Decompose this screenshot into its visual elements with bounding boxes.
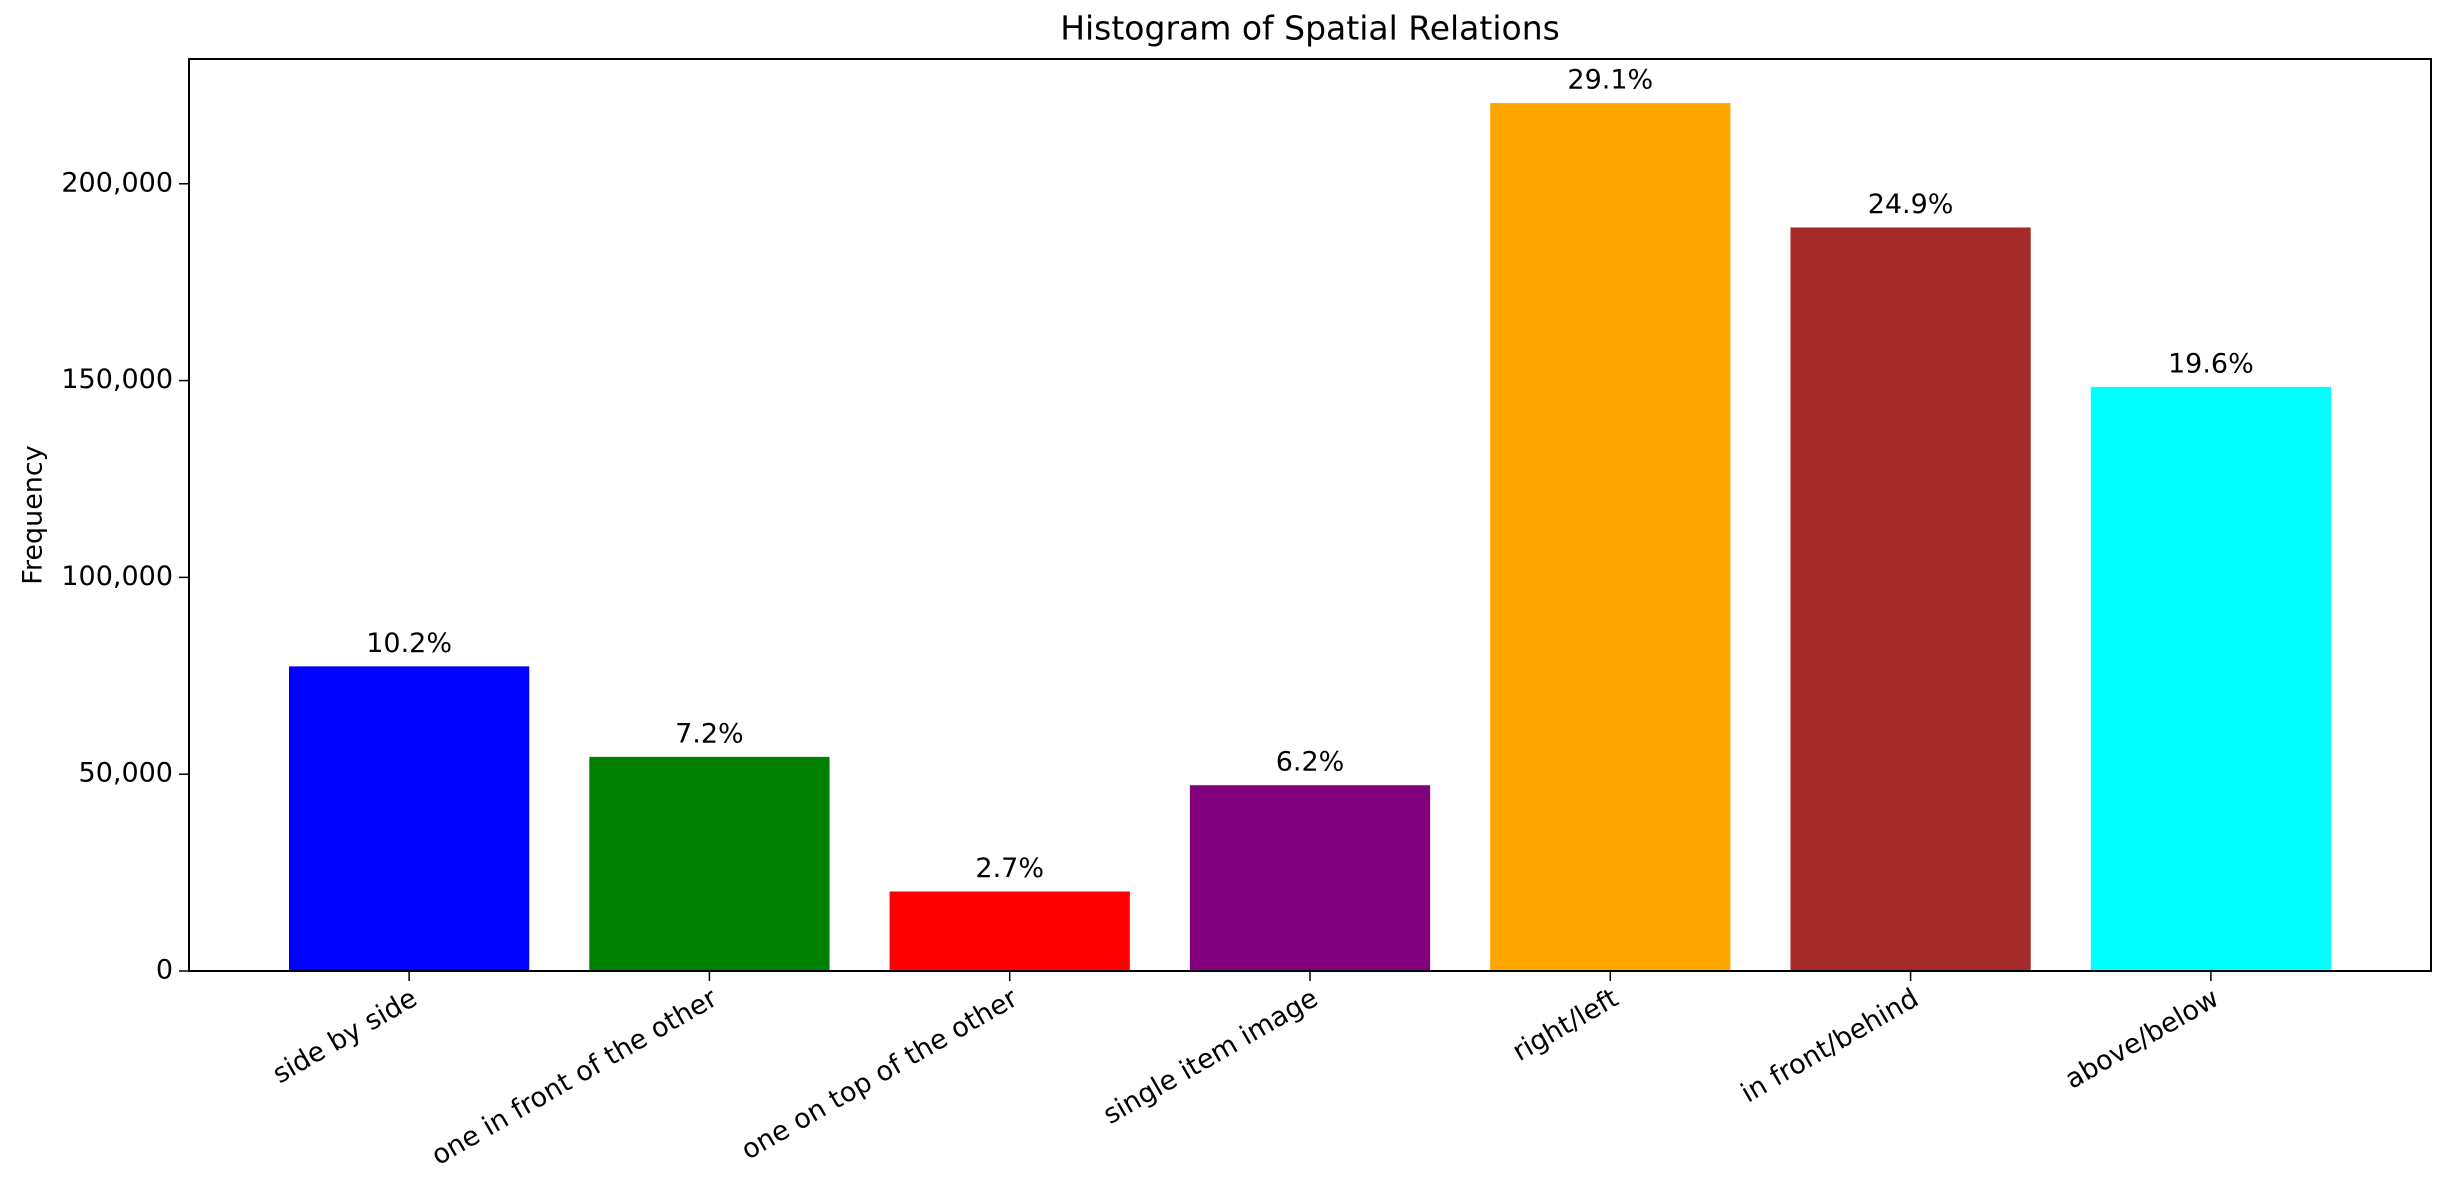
chart-title: Histogram of Spatial Relations	[1060, 9, 1560, 48]
x-tick-label: one on top of the other	[736, 982, 1024, 1166]
value-label: 6.2%	[1276, 747, 1345, 778]
y-tick-label: 0	[156, 955, 173, 986]
x-tick-label: in front/behind	[1736, 983, 1924, 1109]
value-label: 2.7%	[975, 853, 1044, 884]
value-label: 29.1%	[1567, 65, 1653, 96]
value-label: 19.6%	[2168, 348, 2254, 379]
bar	[2090, 386, 2332, 971]
bar	[288, 666, 530, 971]
value-label: 24.9%	[1868, 189, 1954, 220]
bar	[1490, 103, 1731, 971]
bar	[889, 891, 1130, 971]
y-axis-label: Frequency	[18, 445, 49, 585]
x-tick-label: single item image	[1098, 983, 1323, 1131]
y-tick-label: 50,000	[79, 758, 173, 789]
value-label: 10.2%	[366, 628, 452, 659]
x-tick-label: side by side	[268, 983, 423, 1090]
y-tick-label: 100,000	[61, 561, 173, 592]
bar	[589, 756, 830, 971]
x-tick-label: one in front of the other	[426, 982, 723, 1171]
y-tick-label: 200,000	[61, 167, 173, 198]
bar	[1189, 785, 1431, 971]
plot-frame	[188, 58, 2432, 972]
x-tick-label: right/left	[1507, 983, 1623, 1068]
y-tick-label: 150,000	[61, 364, 173, 395]
bar	[1790, 227, 2031, 971]
value-label: 7.2%	[675, 718, 744, 749]
x-tick-label: above/below	[2060, 983, 2224, 1096]
